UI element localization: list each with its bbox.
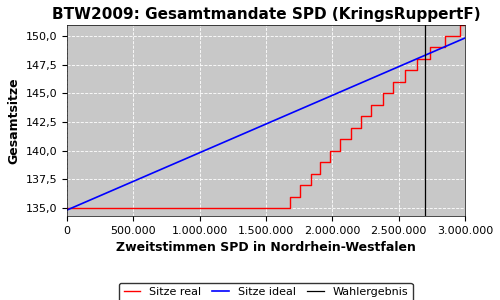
Sitze real	[318, 172, 324, 175]
Sitze real	[374, 103, 380, 106]
X-axis label: Zweitstimmen SPD in Nordrhein-Westfalen: Zweitstimmen SPD in Nordrhein-Westfalen	[116, 241, 416, 254]
Sitze real	[456, 23, 462, 26]
Sitze real	[64, 206, 70, 210]
Sitze real	[314, 172, 320, 175]
Y-axis label: Gesamtsitze: Gesamtsitze	[7, 77, 20, 164]
Sitze real	[442, 46, 448, 49]
Title: BTW2009: Gesamtmandate SPD (KringsRuppertF): BTW2009: Gesamtmandate SPD (KringsRupper…	[52, 7, 480, 22]
Line: Sitze real: Sitze real	[67, 25, 465, 208]
Sitze real	[374, 103, 380, 106]
Sitze real	[462, 23, 468, 26]
Legend: Sitze real, Sitze ideal, Wahlergebnis: Sitze real, Sitze ideal, Wahlergebnis	[119, 283, 412, 300]
Sitze real	[348, 137, 354, 141]
